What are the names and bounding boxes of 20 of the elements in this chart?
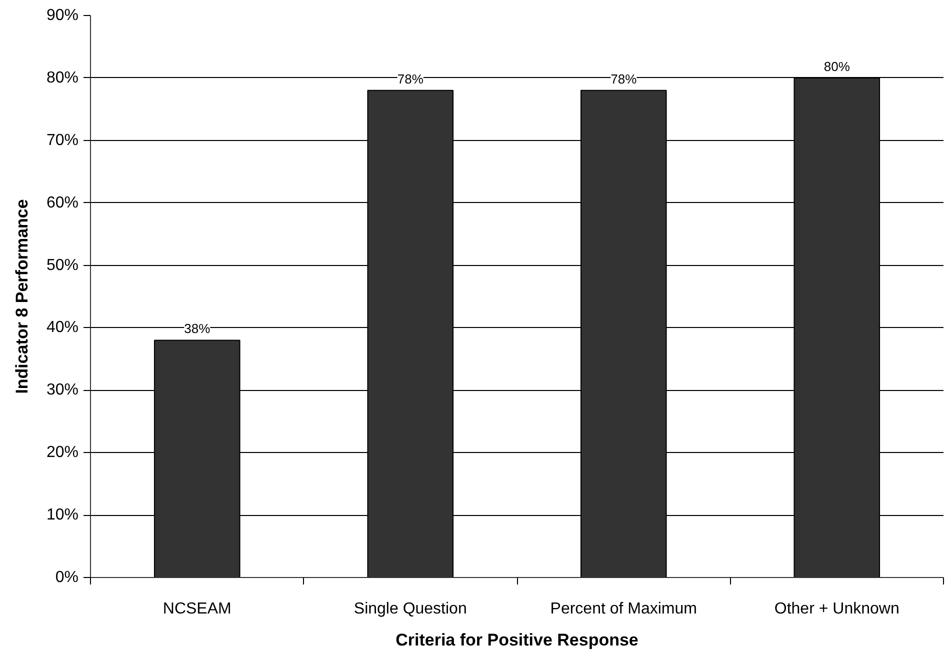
x-tick-label: Single Question: [354, 600, 467, 618]
x-tick-label: Other + Unknown: [774, 600, 900, 618]
y-tick-label: 40%: [46, 319, 79, 336]
data-label: 78%: [610, 71, 638, 86]
y-tick-label: 70%: [46, 132, 79, 149]
data-label: 78%: [397, 71, 424, 86]
y-axis-title: Indicator 8 Performance: [12, 199, 32, 394]
y-tick-label: 90%: [46, 7, 79, 24]
y-tick-label: 10%: [46, 506, 79, 524]
data-label: 80%: [824, 58, 850, 74]
data-label: 38%: [184, 321, 211, 336]
y-tick-label: 80%: [46, 69, 79, 86]
y-tick-label: 0%: [55, 569, 78, 586]
x-tick-label: Percent of Maximum: [550, 600, 697, 618]
x-axis-title: Criteria for Positive Response: [396, 630, 638, 650]
y-tick-label: 50%: [46, 256, 79, 274]
y-tick-label: 60%: [46, 194, 79, 212]
y-tick-label: 30%: [46, 382, 79, 399]
y-tick-label: 20%: [46, 444, 79, 462]
x-tick-label: NCSEAM: [162, 600, 232, 618]
